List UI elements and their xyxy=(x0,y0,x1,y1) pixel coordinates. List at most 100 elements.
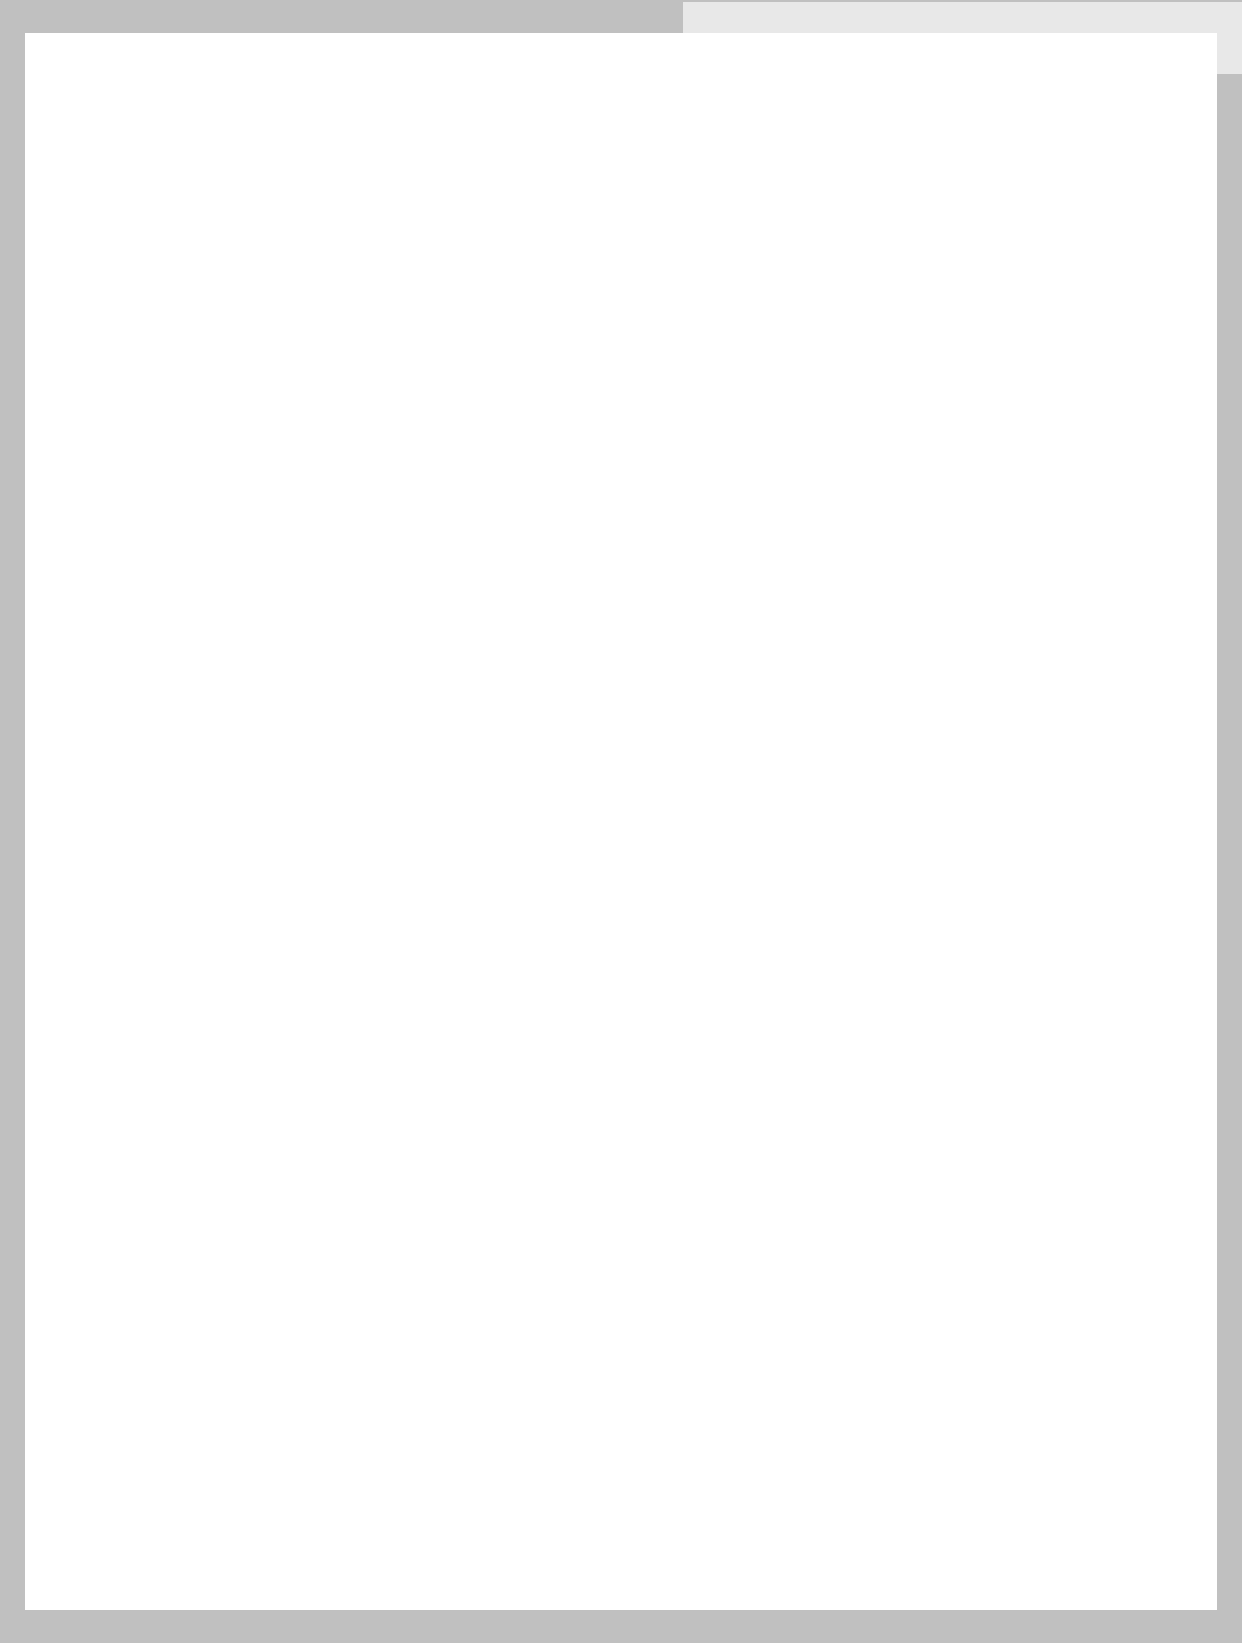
Text: FRONT GAP AS
4.3Ω: FRONT GAP AS 4.3Ω xyxy=(443,1510,481,1520)
Text: PRIMARY
FULL CAP: PRIMARY FULL CAP xyxy=(698,1526,718,1536)
Text: SAFETY: SAFETY xyxy=(133,596,163,603)
Text: SWITCH: SWITCH xyxy=(119,1295,152,1301)
Text: STATOR: STATOR xyxy=(538,148,568,154)
Text: 05 BRN: 05 BRN xyxy=(571,992,590,999)
Text: LEFT-HAND: LEFT-HAND xyxy=(87,338,127,345)
Text: 28 BLK: 28 BLK xyxy=(571,756,589,762)
Text: 3 Y/B: 3 Y/B xyxy=(571,1275,584,1282)
Text: 29 BLK: 29 BLK xyxy=(571,736,589,743)
Text: TAIL LAMP: TAIL LAMP xyxy=(1105,588,1148,595)
Circle shape xyxy=(558,1114,568,1127)
Text: 18 Y/B: 18 Y/B xyxy=(571,1252,587,1259)
Text: 32 LBLU: 32 LBLU xyxy=(236,588,256,595)
Text: IGNITION: IGNITION xyxy=(727,1451,761,1457)
Text: BATTERY (-): BATTERY (-) xyxy=(1073,1444,1078,1480)
Text: BROWN
SPLICE: BROWN SPLICE xyxy=(486,1007,508,1017)
Text: STATOR RESISTANCE: STATOR RESISTANCE xyxy=(106,145,163,151)
Text: 1 BLK/R: 1 BLK/R xyxy=(236,522,255,529)
Text: Ω: Ω xyxy=(178,166,183,173)
Text: WIRING DIAGRAM 2001 SCRAMBLER 90, SPORTSMAN 90: WIRING DIAGRAM 2001 SCRAMBLER 90, SPORTS… xyxy=(87,99,566,115)
Text: REGULATOR: REGULATOR xyxy=(296,1459,343,1466)
Text: 45 BLK/BLU: 45 BLK/BLU xyxy=(202,946,207,976)
Text: 02 BLK: 02 BLK xyxy=(959,417,976,424)
Text: SPARK PLUG: SPARK PLUG xyxy=(443,1459,481,1466)
Text: 10 BLK: 10 BLK xyxy=(571,1173,589,1180)
Text: SWITCH CLOSE ON: SWITCH CLOSE ON xyxy=(1021,210,1066,217)
Text: 43 BLK: 43 BLK xyxy=(873,398,891,404)
Text: SWITCH: SWITCH xyxy=(132,616,164,623)
Bar xyxy=(852,1107,1026,1193)
Text: D: D xyxy=(178,238,183,245)
Text: Y/R: Y/R xyxy=(89,240,97,243)
Text: 05 BLK: 05 BLK xyxy=(571,1114,589,1121)
Text: 31 GRY: 31 GRY xyxy=(873,463,891,470)
Bar xyxy=(422,140,609,345)
Text: 11 GRNT: 11 GRNT xyxy=(814,884,835,891)
Text: 44 BLK: 44 BLK xyxy=(236,769,253,775)
Text: Y = YELLOW   R = RED: Y = YELLOW R = RED xyxy=(71,1528,118,1531)
Text: OIL TANK: OIL TANK xyxy=(1032,223,1054,230)
Bar xyxy=(68,562,230,726)
Text: 0.5: 0.5 xyxy=(139,191,147,197)
Text: STARTER: STARTER xyxy=(1109,835,1144,841)
Bar xyxy=(671,1392,817,1548)
Bar xyxy=(683,2,1242,74)
Text: 60 LBLU: 60 LBLU xyxy=(169,951,174,971)
Bar xyxy=(801,230,869,320)
Text: RESISTOR: RESISTOR xyxy=(570,1459,610,1466)
Bar xyxy=(621,140,770,345)
Text: 12 BLK: 12 BLK xyxy=(571,775,589,782)
Text: LOCATED ON RIGHT
TOP OF RIGHT
SIDE OF ENGINE
4.3Ω: LOCATED ON RIGHT TOP OF RIGHT SIDE OF EN… xyxy=(570,1498,610,1515)
Text: COLOR CODE:: COLOR CODE: xyxy=(71,1492,104,1498)
Bar xyxy=(432,963,563,1061)
Bar xyxy=(432,1073,563,1180)
Text: 31 GRY: 31 GRY xyxy=(795,476,812,483)
Text: 22 R: 22 R xyxy=(899,1147,914,1153)
Text: BRAKE: BRAKE xyxy=(1076,662,1093,669)
Bar xyxy=(1058,891,1120,973)
Circle shape xyxy=(558,1004,568,1017)
Bar xyxy=(522,1392,658,1548)
Text: OIL LEVEL: OIL LEVEL xyxy=(1048,148,1088,154)
Text: 21 Y/B: 21 Y/B xyxy=(621,398,637,404)
Text: 26 OR: 26 OR xyxy=(248,1268,263,1275)
Text: 4 BLK: 4 BLK xyxy=(571,795,585,802)
Bar xyxy=(68,749,230,884)
Text: 14: 14 xyxy=(139,214,147,220)
Text: GRN = GREEN  W = WHITE: GRN = GREEN W = WHITE xyxy=(71,1516,127,1520)
Text: MAIN SWITCH: MAIN SWITCH xyxy=(120,953,175,960)
Text: RECTIFIER: RECTIFIER xyxy=(299,1474,339,1480)
Text: 1.2 BLK: 1.2 BLK xyxy=(571,1134,590,1140)
Bar xyxy=(1041,780,1212,994)
Text: START: START xyxy=(236,496,251,503)
Text: 1.2 BLK: 1.2 BLK xyxy=(959,457,977,463)
Text: OIL LIGHT: OIL LIGHT xyxy=(111,1111,150,1117)
Text: 35 BLK/Y/R: 35 BLK/Y/R xyxy=(180,948,185,974)
Text: SWITCH PUSH TO START: SWITCH PUSH TO START xyxy=(87,353,153,360)
Bar xyxy=(255,1454,329,1536)
Text: (OPTIONAL): (OPTIONAL) xyxy=(132,805,164,812)
Text: FRONT LIGHT: FRONT LIGHT xyxy=(122,789,174,795)
Text: ♥: ♥ xyxy=(114,1576,122,1585)
Text: 25 BLK/BLU: 25 BLK/BLU xyxy=(191,946,196,976)
Text: RUNNING: RUNNING xyxy=(1073,649,1095,656)
Text: 11 GRNT: 11 GRNT xyxy=(814,904,835,910)
Text: 11 LBL: 11 LBL xyxy=(571,904,587,910)
Text: RELAY: RELAY xyxy=(1082,928,1097,935)
Text: 38 BLK/Y: 38 BLK/Y xyxy=(214,950,219,973)
Text: 45 BLK/BLU: 45 BLK/BLU xyxy=(236,746,265,752)
Text: 11 W/R: 11 W/R xyxy=(795,437,812,444)
Text: 03 GRN/Y: 03 GRN/Y xyxy=(959,398,982,404)
Text: START: START xyxy=(87,376,103,383)
Text: 37 BLK/Y: 37 BLK/Y xyxy=(236,608,258,614)
Text: M: M xyxy=(312,233,322,243)
Text: ETC: ETC xyxy=(128,1278,143,1285)
Text: 5.23: 5.23 xyxy=(1126,1572,1167,1589)
Text: 33 BLK: 33 BLK xyxy=(248,1249,266,1255)
Text: (-): (-) xyxy=(1076,1249,1083,1255)
Text: 08 B-B: 08 B-B xyxy=(571,1012,587,1019)
Text: COIL: COIL xyxy=(451,161,463,168)
Bar xyxy=(68,1078,193,1196)
Text: (+): (+) xyxy=(1151,1249,1161,1255)
Text: BLK TO: BLK TO xyxy=(86,168,101,171)
